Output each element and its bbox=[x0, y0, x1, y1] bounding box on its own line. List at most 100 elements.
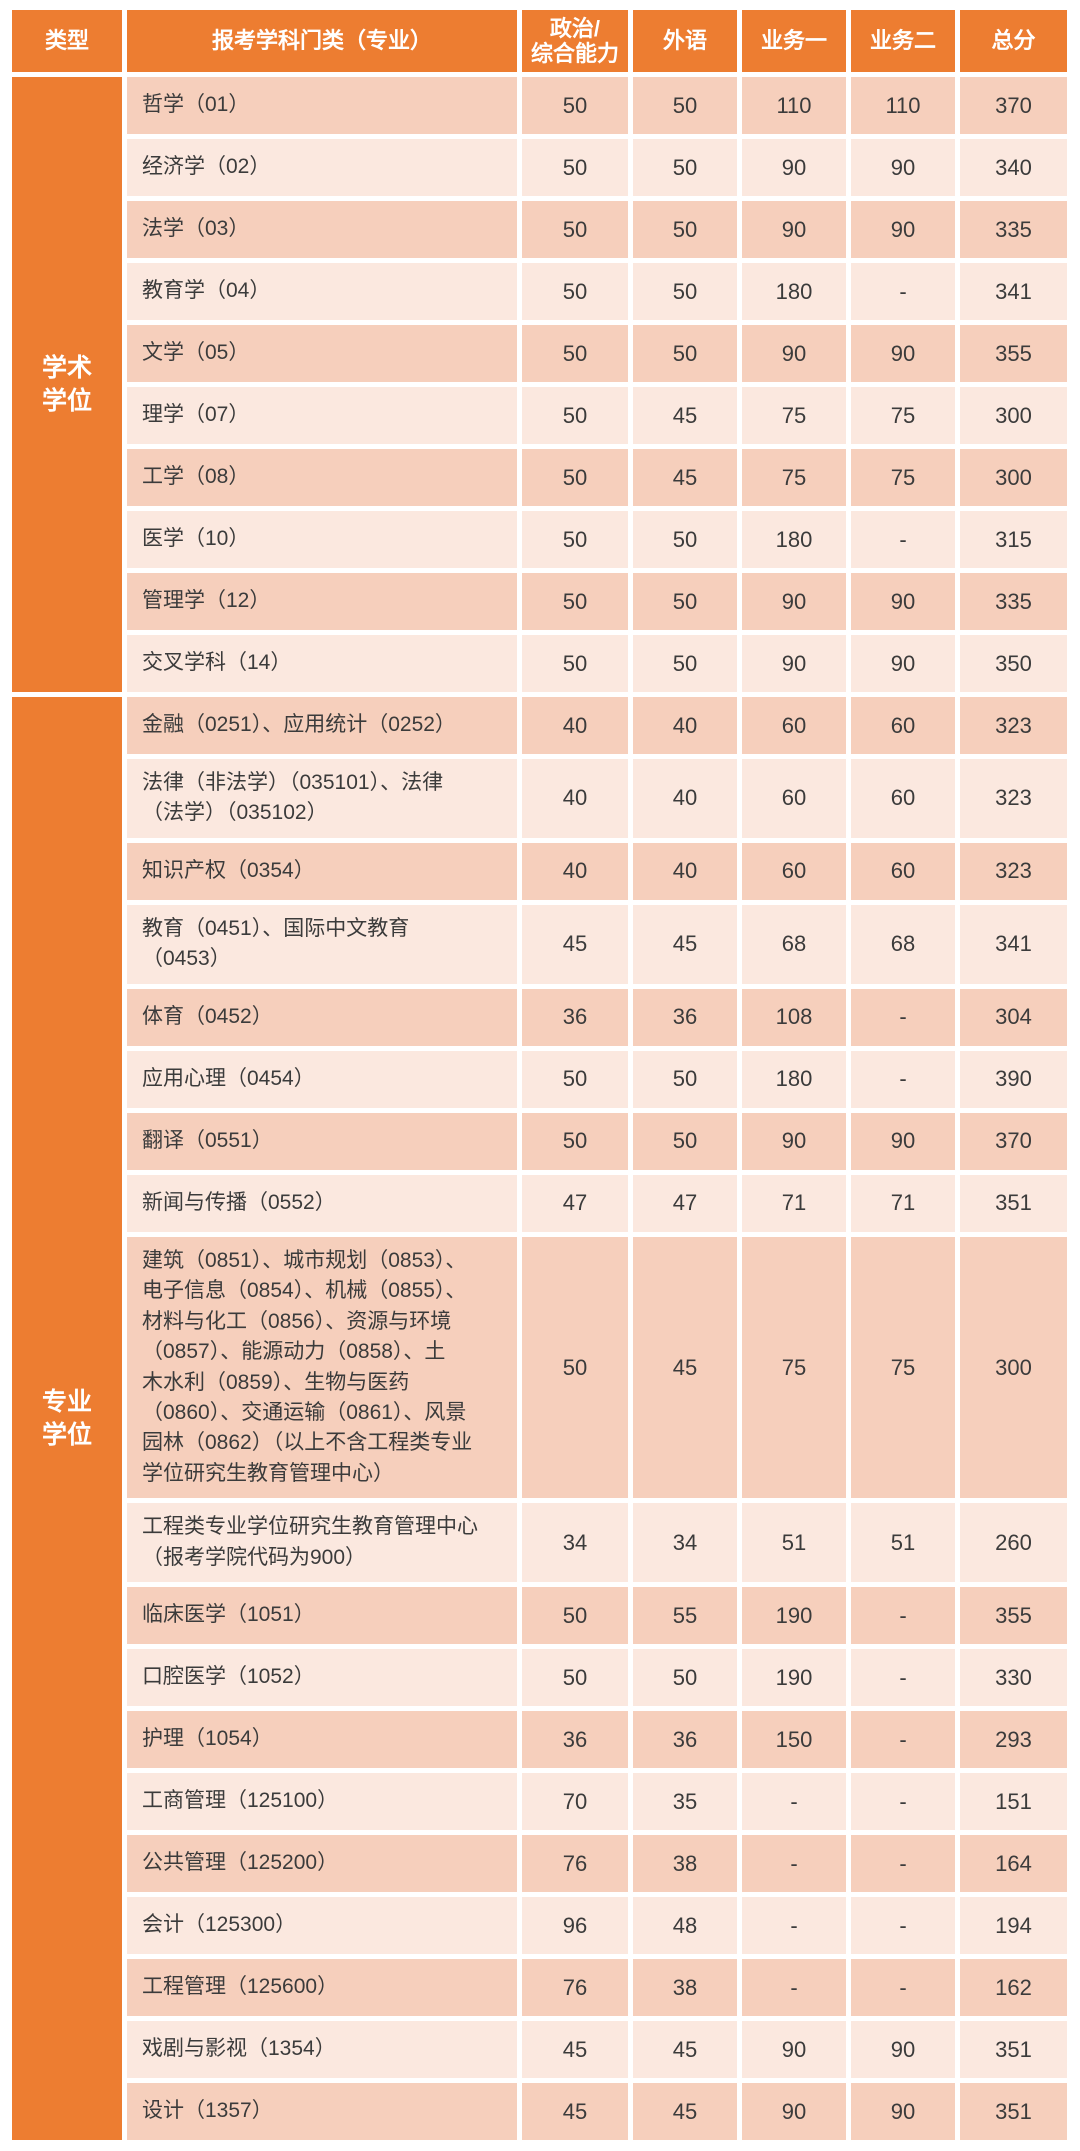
cell-politics: 50 bbox=[522, 201, 628, 258]
cell-biz1: 108 bbox=[742, 988, 846, 1046]
table-row: 工学（08） 50 45 75 75 300 bbox=[127, 449, 1068, 506]
cell-politics: 50 bbox=[522, 1112, 628, 1170]
table-row: 金融（0251）、应用统计（0252） 40 40 60 60 323 bbox=[127, 697, 1068, 754]
cell-biz1: 90 bbox=[742, 635, 846, 692]
cell-total: 323 bbox=[960, 697, 1067, 754]
cell-foreign: 36 bbox=[633, 988, 737, 1046]
cell-biz2: 71 bbox=[851, 1174, 955, 1232]
header-cell-foreign: 外语 bbox=[633, 10, 737, 72]
cell-foreign: 50 bbox=[633, 573, 737, 630]
cell-politics: 50 bbox=[522, 573, 628, 630]
cell-politics: 45 bbox=[522, 2083, 628, 2141]
cell-biz1: 180 bbox=[742, 511, 846, 568]
cell-total: 351 bbox=[960, 2083, 1067, 2141]
cell-total: 300 bbox=[960, 1236, 1067, 1499]
cell-politics: 45 bbox=[522, 904, 628, 984]
cell-total: 315 bbox=[960, 511, 1067, 568]
cell-biz2: - bbox=[851, 1835, 955, 1893]
table-row: 医学（10） 50 50 180 - 315 bbox=[127, 511, 1068, 568]
table-row: 哲学（01） 50 50 110 110 370 bbox=[127, 77, 1068, 134]
cell-biz1: 68 bbox=[742, 904, 846, 984]
cell-subject: 理学（07） bbox=[127, 387, 517, 444]
cell-subject: 新闻与传播（0552） bbox=[127, 1174, 517, 1232]
table-row: 口腔医学（1052） 50 50 190 - 330 bbox=[127, 1649, 1068, 1707]
cell-biz2: - bbox=[851, 263, 955, 320]
cell-biz2: 60 bbox=[851, 697, 955, 754]
cell-total: 335 bbox=[960, 201, 1067, 258]
cell-biz2: 90 bbox=[851, 201, 955, 258]
cell-total: 350 bbox=[960, 635, 1067, 692]
cell-total: 351 bbox=[960, 2021, 1067, 2079]
cell-total: 304 bbox=[960, 988, 1067, 1046]
cell-foreign: 48 bbox=[633, 1897, 737, 1955]
header-cell-politics: 政治/ 综合能力 bbox=[522, 10, 628, 72]
table-row: 法学（03） 50 50 90 90 335 bbox=[127, 201, 1068, 258]
cell-biz2: - bbox=[851, 1773, 955, 1831]
cell-politics: 36 bbox=[522, 1711, 628, 1769]
table-row: 工商管理（125100） 70 35 - - 151 bbox=[127, 1773, 1068, 1831]
cell-foreign: 50 bbox=[633, 1649, 737, 1707]
cell-politics: 50 bbox=[522, 139, 628, 196]
cell-total: 340 bbox=[960, 139, 1067, 196]
cell-foreign: 40 bbox=[633, 759, 737, 838]
cell-biz1: 71 bbox=[742, 1174, 846, 1232]
cell-total: 355 bbox=[960, 325, 1067, 382]
cell-politics: 50 bbox=[522, 635, 628, 692]
cell-subject: 文学（05） bbox=[127, 325, 517, 382]
cell-politics: 50 bbox=[522, 511, 628, 568]
cell-foreign: 45 bbox=[633, 449, 737, 506]
cell-biz1: 60 bbox=[742, 697, 846, 754]
cell-subject: 应用心理（0454） bbox=[127, 1050, 517, 1108]
cell-foreign: 34 bbox=[633, 1503, 737, 1583]
section-rows: 金融（0251）、应用统计（0252） 40 40 60 60 323 法律（非… bbox=[127, 697, 1068, 2141]
cell-biz1: 90 bbox=[742, 2083, 846, 2141]
header-cell-type: 类型 bbox=[12, 10, 122, 72]
table-row: 护理（1054） 36 36 150 - 293 bbox=[127, 1711, 1068, 1769]
cell-biz2: 75 bbox=[851, 449, 955, 506]
cell-biz2: - bbox=[851, 1897, 955, 1955]
cell-biz2: 75 bbox=[851, 1236, 955, 1499]
table-row: 管理学（12） 50 50 90 90 335 bbox=[127, 573, 1068, 630]
cell-biz2: 90 bbox=[851, 2021, 955, 2079]
cell-subject: 交叉学科（14） bbox=[127, 635, 517, 692]
cell-total: 164 bbox=[960, 1835, 1067, 1893]
cell-subject: 管理学（12） bbox=[127, 573, 517, 630]
cell-biz2: 90 bbox=[851, 1112, 955, 1170]
cell-subject: 建筑（0851）、城市规划（0853）、 电子信息（0854）、机械（0855）… bbox=[127, 1236, 517, 1499]
cell-biz1: 60 bbox=[742, 759, 846, 838]
cell-biz1: - bbox=[742, 1773, 846, 1831]
table-header: 类型 报考学科门类（专业） 政治/ 综合能力 外语 业务一 业务二 总分 bbox=[12, 10, 1068, 72]
cell-subject: 体育（0452） bbox=[127, 988, 517, 1046]
cell-subject: 公共管理（125200） bbox=[127, 1835, 517, 1893]
header-cell-biz2: 业务二 bbox=[851, 10, 955, 72]
cell-subject: 工程类专业学位研究生教育管理中心 （报考学院代码为900） bbox=[127, 1503, 517, 1583]
cell-biz2: - bbox=[851, 1649, 955, 1707]
cell-politics: 76 bbox=[522, 1835, 628, 1893]
cell-biz2: 51 bbox=[851, 1503, 955, 1583]
cell-politics: 47 bbox=[522, 1174, 628, 1232]
cell-biz1: 150 bbox=[742, 1711, 846, 1769]
cell-politics: 40 bbox=[522, 842, 628, 900]
section: 专业 学位 金融（0251）、应用统计（0252） 40 40 60 60 32… bbox=[12, 697, 1068, 2141]
table-row: 体育（0452） 36 36 108 - 304 bbox=[127, 988, 1068, 1046]
cell-foreign: 45 bbox=[633, 2083, 737, 2141]
cell-total: 151 bbox=[960, 1773, 1067, 1831]
cell-subject: 教育学（04） bbox=[127, 263, 517, 320]
cell-foreign: 40 bbox=[633, 842, 737, 900]
cell-foreign: 36 bbox=[633, 1711, 737, 1769]
cell-politics: 76 bbox=[522, 1959, 628, 2017]
table-row: 知识产权（0354） 40 40 60 60 323 bbox=[127, 842, 1068, 900]
cell-biz2: 90 bbox=[851, 635, 955, 692]
table-row: 法律（非法学）（035101）、法律 （法学）（035102） 40 40 60… bbox=[127, 759, 1068, 838]
cell-biz2: - bbox=[851, 1711, 955, 1769]
cell-total: 323 bbox=[960, 842, 1067, 900]
cell-total: 390 bbox=[960, 1050, 1067, 1108]
section: 学术 学位 哲学（01） 50 50 110 110 370 经济学（02） 5… bbox=[12, 77, 1068, 692]
cell-biz1: 90 bbox=[742, 139, 846, 196]
cell-foreign: 45 bbox=[633, 2021, 737, 2079]
cell-subject: 经济学（02） bbox=[127, 139, 517, 196]
cell-subject: 工商管理（125100） bbox=[127, 1773, 517, 1831]
cell-politics: 40 bbox=[522, 759, 628, 838]
cell-subject: 法律（非法学）（035101）、法律 （法学）（035102） bbox=[127, 759, 517, 838]
cell-politics: 96 bbox=[522, 1897, 628, 1955]
